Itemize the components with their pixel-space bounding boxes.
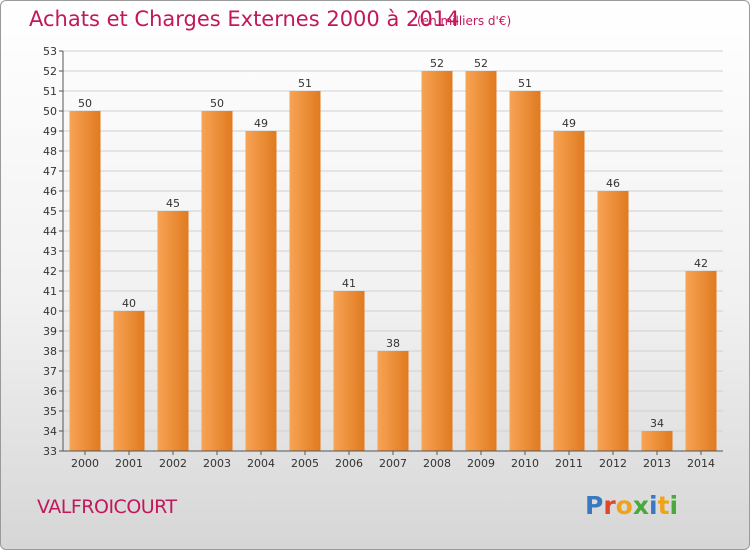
value-label: 50 <box>210 97 224 110</box>
logo-letter: x <box>632 491 649 520</box>
logo-letter: i <box>669 491 679 520</box>
bar-2009[interactable] <box>465 71 497 451</box>
axes: 33 34 35 36 37 38 39 40 41 42 43 44 45 46 47 48 49 50 51 52… <box>43 45 723 470</box>
bar-2006[interactable] <box>333 291 365 451</box>
x-tick-label: 2011 <box>555 457 583 470</box>
value-label: 52 <box>430 57 444 70</box>
bar-2008[interactable] <box>421 71 453 451</box>
x-tick-label: 2005 <box>291 457 319 470</box>
value-labels: 50 40 45 50 49 51 41 38 52 52 51 49 46 34 42 <box>78 57 708 430</box>
x-tick-label: 2012 <box>599 457 627 470</box>
value-label: 51 <box>518 77 532 90</box>
x-tick-label: 2009 <box>467 457 495 470</box>
bars <box>69 71 717 451</box>
chart-title: Achats et Charges Externes 2000 à 2014 <box>29 7 460 31</box>
x-tick-label: 2007 <box>379 457 407 470</box>
logo-letter: r <box>603 491 616 520</box>
bar-2000[interactable] <box>69 111 101 451</box>
logo-letter: P <box>585 491 604 520</box>
y-tick-label: 52 <box>43 65 57 78</box>
y-tick-label: 49 <box>43 125 57 138</box>
value-label: 50 <box>78 97 92 110</box>
y-tick-label: 46 <box>43 185 57 198</box>
x-tick-label: 2014 <box>687 457 715 470</box>
y-tick-label: 36 <box>43 385 57 398</box>
logo-letter: o <box>615 491 633 520</box>
bar-2010[interactable] <box>509 91 541 451</box>
y-tick-label: 53 <box>43 45 57 58</box>
bar-2013[interactable] <box>641 431 673 451</box>
y-tick-label: 34 <box>43 425 57 438</box>
x-tick-label: 2006 <box>335 457 363 470</box>
value-label: 49 <box>254 117 268 130</box>
y-tick-label: 48 <box>43 145 57 158</box>
y-tick-label: 41 <box>43 285 57 298</box>
y-tick-label: 47 <box>43 165 57 178</box>
bar-2007[interactable] <box>377 351 409 451</box>
value-label: 40 <box>122 297 136 310</box>
x-tick-label: 2001 <box>115 457 143 470</box>
proxiti-logo[interactable]: Proxiti <box>585 491 678 520</box>
x-tick-label: 2000 <box>71 457 99 470</box>
value-label: 41 <box>342 277 356 290</box>
chart-subtitle: (en milliers d'€) <box>417 14 512 28</box>
y-tick-label: 51 <box>43 85 57 98</box>
value-label: 38 <box>386 337 400 350</box>
x-tick-label: 2004 <box>247 457 275 470</box>
y-tick-label: 40 <box>43 305 57 318</box>
value-label: 34 <box>650 417 664 430</box>
y-tick-label: 39 <box>43 325 57 338</box>
bar-2012[interactable] <box>597 191 629 451</box>
value-label: 42 <box>694 257 708 270</box>
x-tick-label: 2002 <box>159 457 187 470</box>
bar-2014[interactable] <box>685 271 717 451</box>
x-tick-label: 2013 <box>643 457 671 470</box>
bar-2005[interactable] <box>289 91 321 451</box>
y-tick-label: 33 <box>43 445 57 458</box>
bar-2002[interactable] <box>157 211 189 451</box>
y-tick-label: 38 <box>43 345 57 358</box>
bar-2001[interactable] <box>113 311 145 451</box>
value-label: 46 <box>606 177 620 190</box>
value-label: 45 <box>166 197 180 210</box>
y-tick-label: 37 <box>43 365 57 378</box>
commune-name: VALFROICOURT <box>37 496 177 518</box>
value-label: 51 <box>298 77 312 90</box>
y-tick-label: 45 <box>43 205 57 218</box>
y-tick-label: 50 <box>43 105 57 118</box>
x-tick-label: 2010 <box>511 457 539 470</box>
y-tick-label: 35 <box>43 405 57 418</box>
logo-letter: i <box>649 491 658 520</box>
x-tick-label: 2008 <box>423 457 451 470</box>
x-tick-label: 2003 <box>203 457 231 470</box>
y-tick-label: 43 <box>43 245 57 258</box>
y-tick-label: 44 <box>43 225 57 238</box>
y-tick-label: 42 <box>43 265 57 278</box>
value-label: 49 <box>562 117 576 130</box>
bar-2003[interactable] <box>201 111 233 451</box>
bar-2011[interactable] <box>553 131 585 451</box>
logo-letter: t <box>657 491 670 520</box>
value-label: 52 <box>474 57 488 70</box>
bar-2004[interactable] <box>245 131 277 451</box>
